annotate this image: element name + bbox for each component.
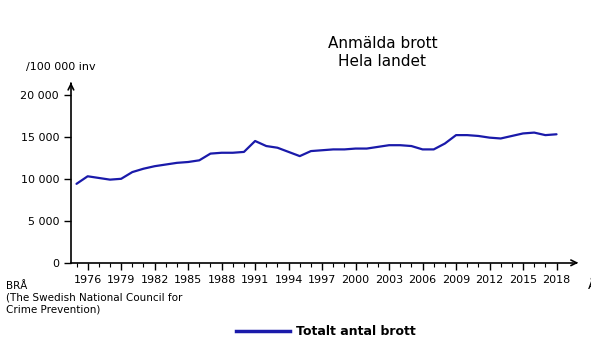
Text: BRÅ
(The Swedish National Council for
Crime Prevention): BRÅ (The Swedish National Council for Cr… (6, 281, 182, 314)
Text: /100 000 inv: /100 000 inv (26, 62, 95, 72)
Text: År: År (588, 279, 591, 292)
Text: Totalt antal brott: Totalt antal brott (296, 325, 415, 338)
Text: Anmälda brott
Hela landet: Anmälda brott Hela landet (327, 36, 437, 69)
